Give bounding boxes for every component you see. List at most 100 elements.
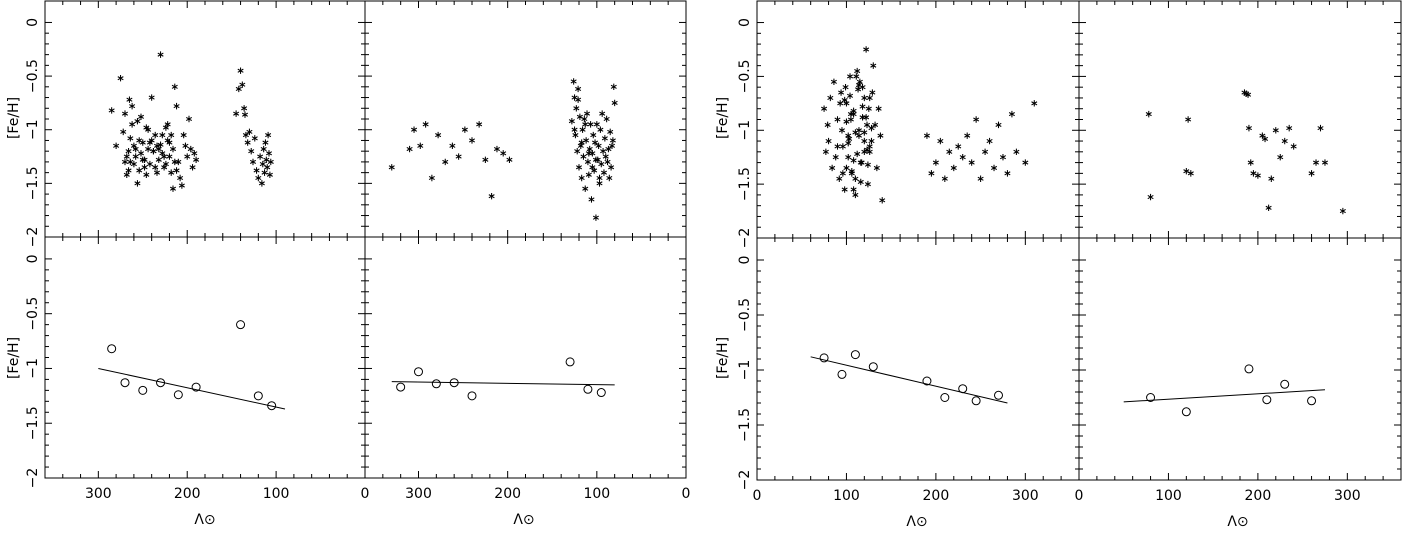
- data-point-star: [846, 135, 853, 143]
- data-point-star: [574, 147, 581, 155]
- data-point-star: [582, 121, 589, 128]
- data-point-star: [852, 191, 859, 199]
- data-point-star: [830, 78, 837, 85]
- data-point-star: [257, 153, 264, 160]
- data-point-circle: [138, 385, 148, 395]
- data-point-star: [604, 158, 611, 166]
- data-point-star: [493, 145, 501, 153]
- data-point-circle: [414, 367, 423, 377]
- data-point-star: [1147, 193, 1154, 201]
- data-point-star: [595, 142, 602, 150]
- data-point-star: [928, 170, 935, 177]
- data-point-star: [568, 117, 575, 125]
- data-point-star: [141, 164, 148, 171]
- data-point-star: [877, 132, 884, 139]
- data-point-star: [864, 180, 871, 188]
- data-point-star: [1031, 100, 1038, 107]
- data-point-star: [150, 147, 157, 155]
- y-tick-label: −1.5: [737, 167, 753, 201]
- data-point-star: [1308, 170, 1315, 177]
- data-point-star: [267, 158, 274, 166]
- data-point-star: [1183, 168, 1190, 175]
- panel-right-top-left: −2 −1.5 −1 −0.5 0: [737, 0, 1080, 248]
- data-point-star: [853, 73, 860, 80]
- y-tick-label: −2: [25, 468, 41, 489]
- data-point-star: [599, 110, 606, 117]
- right-xlabel-2: Λ⊙: [1227, 514, 1248, 530]
- data-point-star: [583, 110, 591, 117]
- data-point-star: [863, 46, 870, 53]
- data-point-star: [592, 139, 599, 146]
- data-point-star: [259, 160, 266, 168]
- data-point-star: [261, 169, 268, 176]
- data-point-star: [955, 143, 962, 150]
- data-point-star: [864, 161, 871, 168]
- x-tick-label: 100: [833, 488, 860, 504]
- data-point-star: [266, 171, 273, 178]
- ylabel-right-bottom: [Fe/H]: [715, 337, 731, 379]
- data-point-star: [855, 132, 863, 139]
- data-point-star: [117, 75, 124, 82]
- data-point-star: [141, 156, 148, 163]
- data-point-star: [235, 85, 242, 93]
- data-point-star: [583, 137, 590, 144]
- data-point-star: [126, 96, 133, 103]
- data-point-star: [442, 158, 449, 166]
- data-point-star: [406, 145, 413, 153]
- data-point-star: [388, 164, 395, 171]
- data-point-star: [861, 94, 868, 102]
- data-point-star: [585, 171, 592, 178]
- data-point-star: [123, 171, 130, 178]
- x-tick-label: 0: [1075, 488, 1084, 504]
- fit-line: [1123, 389, 1326, 403]
- data-point-star: [178, 182, 185, 189]
- data-point-star: [244, 139, 251, 146]
- data-point-star: [262, 139, 269, 146]
- data-point-star: [242, 131, 249, 139]
- data-point-star: [164, 137, 171, 144]
- data-point-star: [184, 153, 191, 160]
- data-point-circle: [565, 357, 575, 367]
- data-point-star: [169, 185, 177, 192]
- data-point-star: [852, 175, 859, 182]
- data-point-star: [879, 197, 886, 204]
- data-point-star: [821, 105, 828, 112]
- data-point-star: [571, 94, 578, 101]
- data-point-star: [177, 174, 184, 182]
- data-point-star: [1321, 159, 1329, 166]
- data-point-star: [571, 126, 578, 133]
- data-point-star: [153, 169, 161, 176]
- panel-right-bottom-right: 0 100 200 300: [1075, 237, 1402, 504]
- data-point-star: [187, 145, 194, 153]
- data-point-star: [575, 85, 582, 93]
- panel-frame: [44, 0, 366, 238]
- data-point-star: [1339, 207, 1346, 215]
- data-point-star: [866, 94, 873, 102]
- data-point-star: [136, 137, 143, 144]
- x-tick-label: 0: [682, 486, 691, 502]
- data-point-star: [241, 105, 248, 112]
- data-point-star: [1290, 143, 1297, 150]
- data-point-star: [171, 158, 178, 166]
- data-point-star: [572, 131, 579, 139]
- data-point-circle: [120, 378, 130, 388]
- data-point-star: [461, 126, 468, 133]
- x-tick-label: 100: [263, 486, 290, 502]
- y-tick-label: −0.5: [25, 297, 41, 331]
- data-point-star: [586, 145, 593, 153]
- data-point-star: [857, 178, 864, 186]
- left-xlabel-1: Λ⊙: [194, 512, 215, 528]
- data-point-star: [417, 142, 424, 150]
- data-point-star: [264, 164, 271, 171]
- data-point-star: [573, 105, 580, 112]
- data-point-star: [185, 115, 193, 123]
- panel-frame: [44, 236, 366, 479]
- data-point-star: [134, 117, 141, 125]
- data-point-star: [959, 154, 966, 161]
- data-point-star: [258, 180, 265, 187]
- data-point-star: [845, 154, 852, 161]
- data-point-star: [411, 126, 418, 133]
- data-point-star: [839, 143, 846, 150]
- data-point-star: [837, 100, 844, 107]
- data-point-star: [863, 121, 871, 129]
